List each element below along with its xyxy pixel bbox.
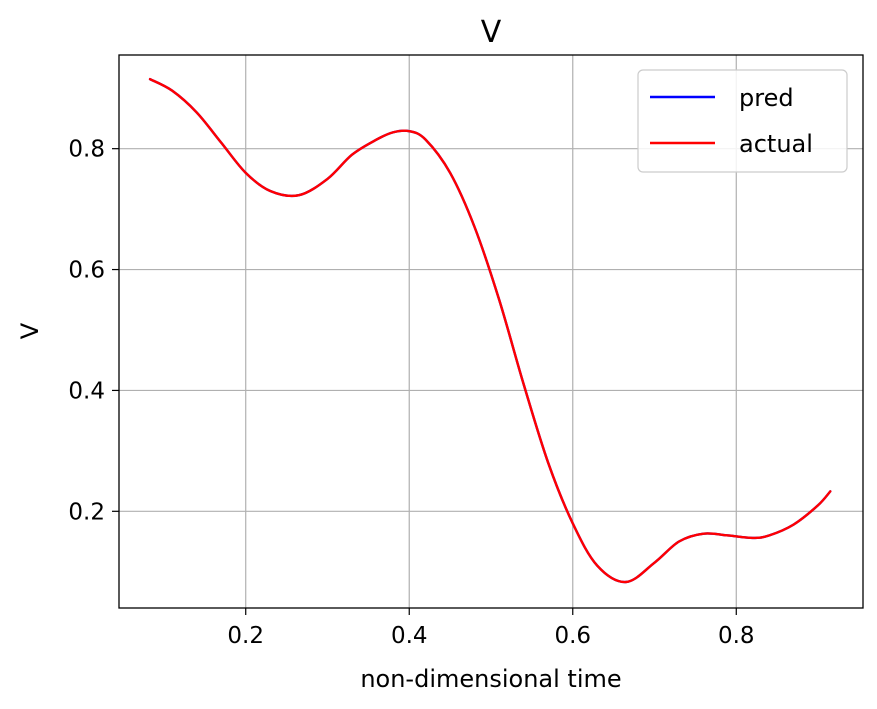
x-axis-label: non-dimensional time — [360, 665, 621, 693]
y-tick-label: 0.6 — [68, 258, 105, 284]
y-axis-label: V — [16, 322, 44, 339]
legend-box — [637, 69, 848, 173]
y-tick-label: 0.4 — [68, 378, 105, 404]
legend-label-pred: pred — [739, 84, 794, 112]
series-line-actual — [148, 77, 832, 584]
legend: pred actual — [637, 69, 848, 173]
x-tick-label: 0.2 — [227, 623, 264, 649]
x-tick-label: 0.6 — [554, 623, 591, 649]
y-tick-label: 0.2 — [68, 499, 105, 525]
chart-title: V — [481, 15, 502, 50]
y-tick-label: 0.8 — [68, 137, 105, 163]
axis-ticks: 0.2 0.4 0.6 0.8 0.2 0.4 0.6 0.8 — [68, 137, 754, 649]
plot-frame — [118, 54, 864, 609]
legend-label-actual: actual — [739, 130, 813, 158]
series-layer — [148, 77, 832, 584]
x-tick-label: 0.4 — [391, 623, 428, 649]
x-tick-label: 0.8 — [718, 623, 755, 649]
